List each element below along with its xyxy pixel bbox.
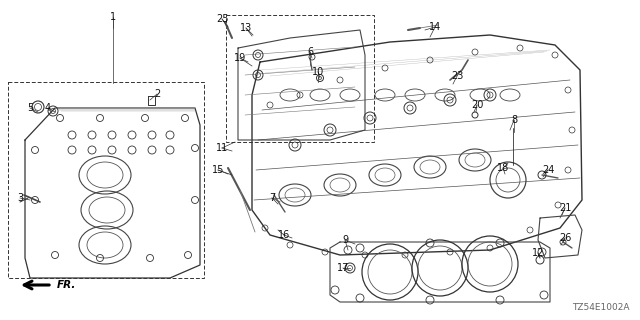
Text: 25: 25 [216, 14, 228, 24]
Text: 4: 4 [45, 103, 51, 113]
Text: 1: 1 [110, 12, 116, 22]
Bar [226, 15, 374, 142]
Text: 7: 7 [269, 193, 275, 203]
Text: 3: 3 [17, 193, 23, 203]
Text: TZ54E1002A: TZ54E1002A [573, 303, 630, 312]
Text: 15: 15 [212, 165, 224, 175]
Text: 23: 23 [451, 71, 463, 81]
Text: 5: 5 [27, 103, 33, 113]
Text: 20: 20 [471, 100, 483, 110]
Text: 13: 13 [240, 23, 252, 33]
Text: 16: 16 [278, 230, 290, 240]
Text: 19: 19 [234, 53, 246, 63]
Text: 14: 14 [429, 22, 441, 32]
Text: 17: 17 [337, 263, 349, 273]
Text: 9: 9 [342, 235, 348, 245]
Text: 6: 6 [307, 47, 313, 57]
Text: 18: 18 [497, 163, 509, 173]
Text: FR.: FR. [57, 280, 76, 290]
Text: 26: 26 [559, 233, 571, 243]
Bar [8, 82, 204, 278]
Text: 8: 8 [511, 115, 517, 125]
Text: 12: 12 [532, 248, 544, 258]
Text: 2: 2 [154, 89, 160, 99]
Text: 10: 10 [312, 67, 324, 77]
Text: 21: 21 [559, 203, 571, 213]
Text: 11: 11 [216, 143, 228, 153]
Text: 24: 24 [542, 165, 554, 175]
